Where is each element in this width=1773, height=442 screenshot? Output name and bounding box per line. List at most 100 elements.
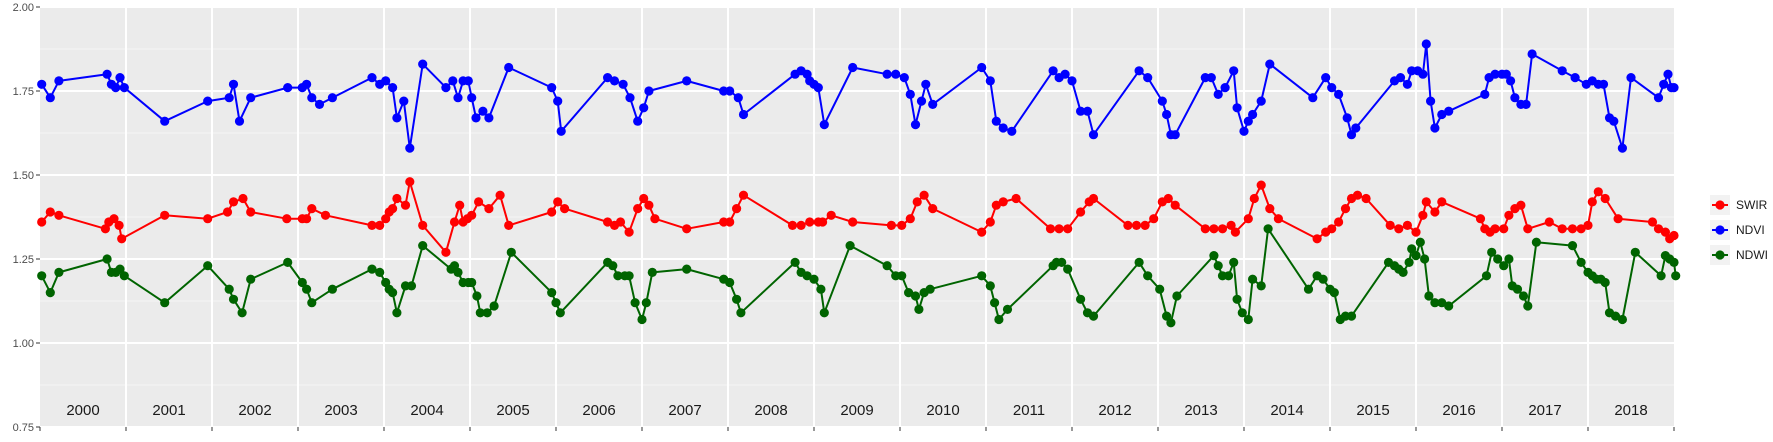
data-point-ndvi — [228, 79, 239, 89]
data-point-ndvi — [1501, 69, 1511, 79]
year-label: 2017 — [1528, 402, 1561, 419]
data-point-ndwi — [613, 271, 623, 281]
data-point-ndwi — [1630, 247, 1640, 257]
data-point-swir — [1475, 214, 1486, 224]
data-point-swir — [553, 197, 563, 207]
data-point-swir — [998, 197, 1008, 207]
data-point-swir — [615, 217, 626, 227]
data-point-ndvi — [1659, 79, 1669, 89]
data-point-swir — [302, 214, 312, 224]
data-point-ndwi — [1523, 301, 1533, 311]
data-point-swir — [1149, 214, 1159, 224]
data-point-ndwi — [736, 308, 746, 318]
y-tick-label: 2.00 — [13, 2, 34, 14]
data-point-ndwi — [1223, 271, 1234, 281]
gridlines — [40, 6, 1674, 428]
data-point-swir — [405, 177, 415, 187]
data-point-ndvi — [45, 93, 55, 103]
data-point-swir — [787, 220, 798, 230]
data-point-ndwi — [1617, 314, 1627, 325]
data-point-ndwi — [119, 271, 129, 281]
data-point-ndvi — [1426, 96, 1436, 106]
data-point-swir — [1394, 224, 1404, 234]
data-point-swir — [320, 210, 331, 220]
data-point-ndvi — [639, 103, 649, 113]
data-point-ndwi — [608, 261, 618, 271]
data-point-swir — [1653, 224, 1664, 234]
data-point-ndwi — [1671, 271, 1681, 281]
data-point-ndvi — [381, 76, 391, 86]
data-point-ndvi — [1402, 79, 1412, 89]
data-point-ndvi — [388, 83, 398, 93]
data-point-swir — [1421, 197, 1431, 207]
year-label: 2009 — [840, 402, 873, 419]
data-point-ndwi — [467, 277, 477, 288]
data-point-ndvi — [111, 83, 121, 93]
data-point-ndwi — [1162, 311, 1172, 321]
data-point-ndvi — [471, 113, 481, 123]
data-point-swir — [738, 190, 749, 200]
series-ndvi — [37, 39, 1679, 153]
y-tick-label: 1.25 — [13, 254, 34, 266]
y-tick-label: 1.00 — [13, 338, 34, 350]
data-point-swir — [848, 217, 858, 227]
data-point-ndvi — [1334, 89, 1344, 99]
data-point-ndwi — [990, 298, 1000, 308]
data-point-ndwi — [1407, 244, 1417, 254]
data-point-ndwi — [790, 257, 800, 267]
y-tick-label: 0.75 — [13, 422, 34, 434]
data-point-ndwi — [551, 298, 561, 308]
data-point-ndwi — [882, 261, 892, 271]
data-point-ndwi — [809, 274, 819, 284]
data-point-ndvi — [119, 83, 129, 93]
data-point-ndwi — [845, 241, 855, 251]
data-point-ndvi — [1480, 89, 1490, 99]
data-point-ndvi — [891, 69, 901, 79]
data-point-ndwi — [1263, 224, 1273, 234]
data-point-ndvi — [682, 76, 692, 86]
data-point-swir — [991, 200, 1001, 210]
data-point-swir — [1557, 224, 1567, 234]
data-point-swir — [203, 214, 213, 224]
data-point-ndvi — [905, 89, 915, 99]
data-point-swir — [1076, 207, 1086, 217]
data-point-swir — [307, 204, 317, 214]
data-point-ndwi — [1424, 291, 1434, 301]
data-point-ndwi — [1504, 254, 1514, 264]
data-point-ndvi — [484, 113, 494, 123]
x-axis — [39, 427, 1675, 431]
data-point-ndwi — [630, 298, 640, 308]
data-point-ndwi — [1567, 241, 1578, 251]
data-point-ndvi — [307, 93, 317, 103]
data-point-ndwi — [1329, 288, 1339, 298]
legend-key-point — [1715, 250, 1725, 260]
data-point-ndvi — [1418, 69, 1428, 79]
data-point-ndwi — [816, 284, 826, 294]
data-point-ndvi — [725, 86, 735, 96]
data-point-ndwi — [985, 281, 995, 291]
data-point-ndvi — [738, 109, 749, 120]
data-point-ndvi — [609, 76, 620, 86]
data-point-swir — [1140, 220, 1150, 230]
legend-label: SWIR — [1736, 198, 1768, 212]
data-point-ndwi — [1493, 254, 1503, 264]
data-point-swir — [441, 247, 451, 257]
data-point-ndvi — [302, 79, 312, 89]
data-point-ndwi — [1444, 301, 1454, 311]
data-point-swir — [449, 217, 460, 227]
data-point-ndwi — [994, 314, 1004, 325]
data-point-swir — [392, 193, 402, 204]
data-point-ndvi — [37, 79, 47, 89]
legend-key-ndwi — [1710, 245, 1730, 265]
data-point-ndvi — [1598, 79, 1609, 89]
year-label: 2004 — [410, 402, 443, 419]
data-point-ndvi — [916, 96, 927, 106]
data-point-ndvi — [1351, 123, 1361, 133]
data-point-ndwi — [1518, 291, 1529, 301]
data-point-swir — [639, 193, 649, 204]
data-point-swir — [985, 217, 995, 227]
data-point-swir — [796, 220, 806, 230]
data-point-ndwi — [897, 271, 907, 281]
data-point-ndwi — [367, 264, 377, 274]
year-label: 2001 — [152, 402, 185, 419]
